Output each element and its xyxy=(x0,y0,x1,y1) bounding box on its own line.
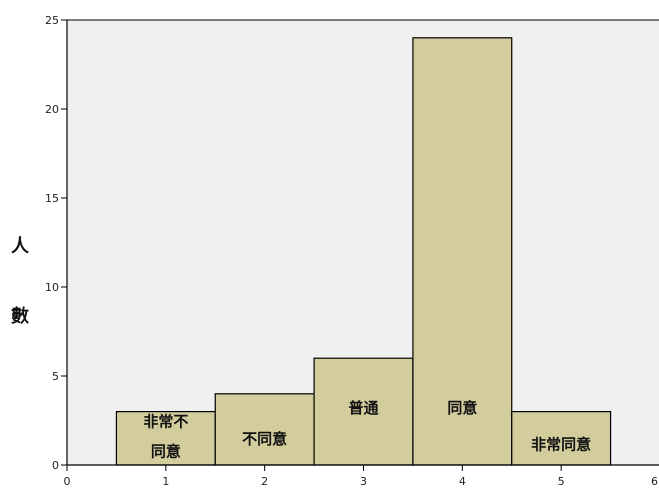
bar-2 xyxy=(214,393,315,466)
bar-label-1-line-1: 非常不 xyxy=(143,413,188,431)
y-axis-label-char-1: 人 xyxy=(11,236,30,257)
x-tick-label-1: 1 xyxy=(162,475,169,488)
bar-label-4-line-1: 同意 xyxy=(447,399,477,417)
y-tick-label-0: 0 xyxy=(52,459,59,472)
bar-3 xyxy=(313,357,414,466)
x-tick-label-2: 2 xyxy=(261,475,268,488)
x-tick-label-3: 3 xyxy=(360,475,367,488)
y-axis-label-char-2: 數 xyxy=(11,306,29,327)
bar-label-5-line-1: 非常同意 xyxy=(531,436,591,454)
y-tick-label-15: 15 xyxy=(45,192,59,205)
y-tick-label-20: 20 xyxy=(45,103,59,116)
x-tick-label-4: 4 xyxy=(459,475,466,488)
y-tick-label-5: 5 xyxy=(52,370,59,383)
y-tick-label-10: 10 xyxy=(45,281,59,294)
x-tick-label-0: 0 xyxy=(64,475,71,488)
x-tick-label-5: 5 xyxy=(558,475,565,488)
bar-label-2-line-1: 不同意 xyxy=(242,430,287,448)
bar-4 xyxy=(412,37,513,466)
bar-1 xyxy=(115,411,216,466)
y-tick-label-25: 25 xyxy=(45,14,59,27)
bar-label-1-line-2: 同意 xyxy=(151,443,181,461)
bar-label-3-line-1: 普通 xyxy=(348,399,378,417)
x-tick-label-6: 6 xyxy=(651,475,658,488)
